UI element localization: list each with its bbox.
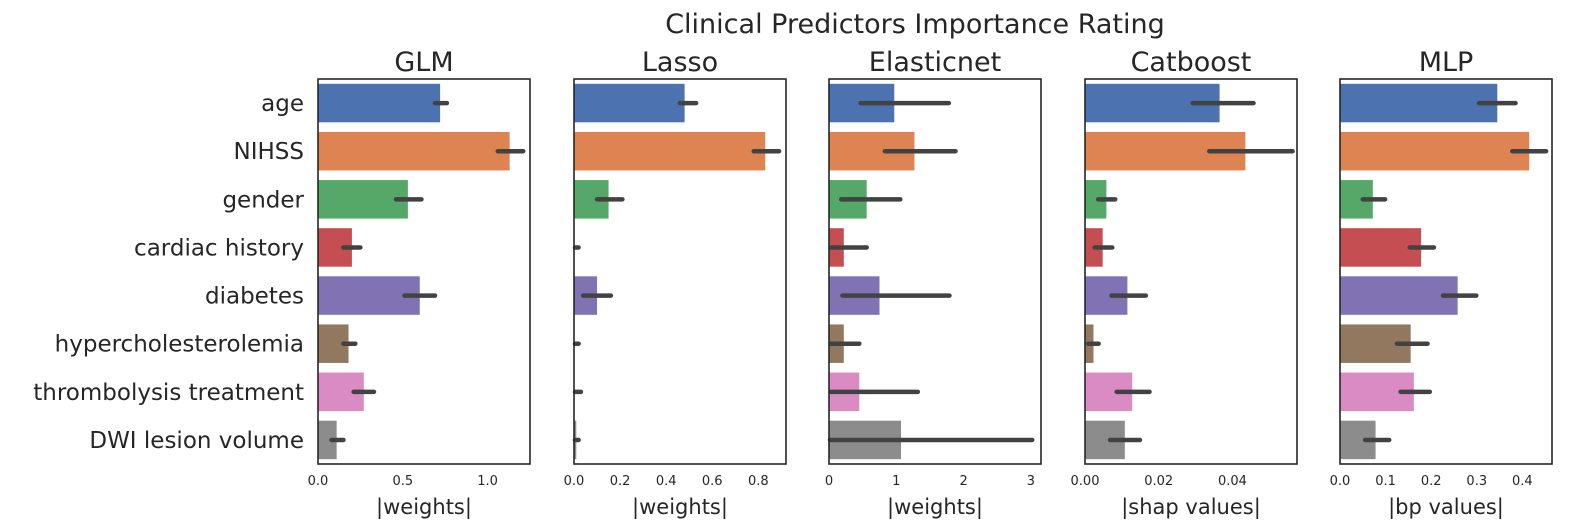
category-label-dwi-lesion-volume: DWI lesion volume <box>89 428 304 454</box>
panel-frame-elasticnet <box>828 78 1042 465</box>
bar-lasso-nihss <box>574 131 766 171</box>
bar-mlp-diabetes <box>1340 276 1458 315</box>
chart-panels: GLM 0.0 0.5 1.0 |weights| Lasso 0.0 0.2 0.4 0.6 0.… <box>308 47 1553 520</box>
x-axis-label-mlp: |bp values| <box>1388 495 1504 520</box>
panel-mlp: MLP 0.0 0.1 0.2 0.3 0.4 |bp values| <box>1330 47 1553 520</box>
panel-title-catboost: Catboost <box>1131 47 1252 78</box>
category-label-cardiac-history: cardiac history <box>134 235 304 261</box>
panel-title-glm: GLM <box>394 47 453 78</box>
panel-frame-mlp <box>1339 78 1553 465</box>
bar-glm-nihss <box>318 131 510 171</box>
panel-elasticnet: Elasticnet 0 1 2 3 |weights| <box>825 47 1042 520</box>
x-tick-label-lasso: 0.8 <box>748 474 769 489</box>
x-axis-label-lasso: |weights| <box>632 495 728 520</box>
x-tick-label-mlp: 0.2 <box>1421 474 1442 489</box>
x-tick-label-mlp: 0.3 <box>1466 474 1487 489</box>
x-tick-label-lasso: 0.2 <box>610 474 631 489</box>
bar-catboost-gender <box>1085 180 1107 219</box>
x-tick-label-catboost: 0.02 <box>1144 474 1173 489</box>
x-tick-label-elasticnet: 0 <box>825 474 833 489</box>
x-tick-label-elasticnet: 2 <box>959 474 967 489</box>
category-label-thrombolysis-treatment: thrombolysis treatment <box>33 380 304 406</box>
x-tick-label-catboost: 0.04 <box>1218 474 1247 489</box>
bar-mlp-nihss <box>1340 131 1530 171</box>
x-tick-label-glm: 0.5 <box>392 474 413 489</box>
category-labels: age NIHSS gender cardiac history diabetes hyp… <box>33 91 304 454</box>
x-axis-label-catboost: |shap values| <box>1121 495 1261 520</box>
x-tick-label-glm: 0.0 <box>308 474 329 489</box>
panel-frame-catboost <box>1084 78 1298 465</box>
panel-title-elasticnet: Elasticnet <box>869 47 1001 78</box>
x-axis-label-glm: |weights| <box>376 495 472 520</box>
bar-glm-age <box>318 83 441 123</box>
x-tick-label-lasso: 0.6 <box>702 474 723 489</box>
category-label-gender: gender <box>222 187 304 213</box>
panel-lasso: Lasso 0.0 0.2 0.4 0.6 0.8 |weights| <box>564 47 787 520</box>
x-tick-label-elasticnet: 1 <box>892 474 900 489</box>
x-axis-label-elasticnet: |weights| <box>887 495 983 520</box>
category-label-nihss: NIHSS <box>234 139 304 165</box>
panel-frame-lasso <box>573 78 787 465</box>
bar-glm-gender <box>318 180 408 219</box>
x-tick-label-mlp: 0.0 <box>1330 474 1351 489</box>
bar-glm-dwi-lesion-volume <box>318 420 337 460</box>
category-label-age: age <box>261 91 304 117</box>
x-tick-label-lasso: 0.4 <box>656 474 677 489</box>
chart-title: Clinical Predictors Importance Rating <box>665 9 1165 40</box>
panel-glm: GLM 0.0 0.5 1.0 |weights| <box>308 47 531 520</box>
x-tick-label-elasticnet: 3 <box>1027 474 1035 489</box>
category-label-diabetes: diabetes <box>205 284 304 310</box>
x-tick-label-catboost: 0.00 <box>1071 474 1100 489</box>
panel-title-lasso: Lasso <box>642 47 718 78</box>
bar-lasso-age <box>574 83 685 123</box>
bar-mlp-age <box>1340 83 1498 123</box>
panel-catboost: Catboost 0.00 0.02 0.04 |shap values| <box>1071 47 1298 520</box>
x-tick-label-mlp: 0.1 <box>1375 474 1396 489</box>
category-label-hypercholesterolemia: hypercholesterolemia <box>55 332 304 358</box>
panel-frame-glm <box>317 78 531 465</box>
panel-title-mlp: MLP <box>1419 47 1474 78</box>
x-tick-label-glm: 1.0 <box>477 474 498 489</box>
x-tick-label-lasso: 0.0 <box>564 474 585 489</box>
x-tick-label-mlp: 0.4 <box>1512 474 1533 489</box>
